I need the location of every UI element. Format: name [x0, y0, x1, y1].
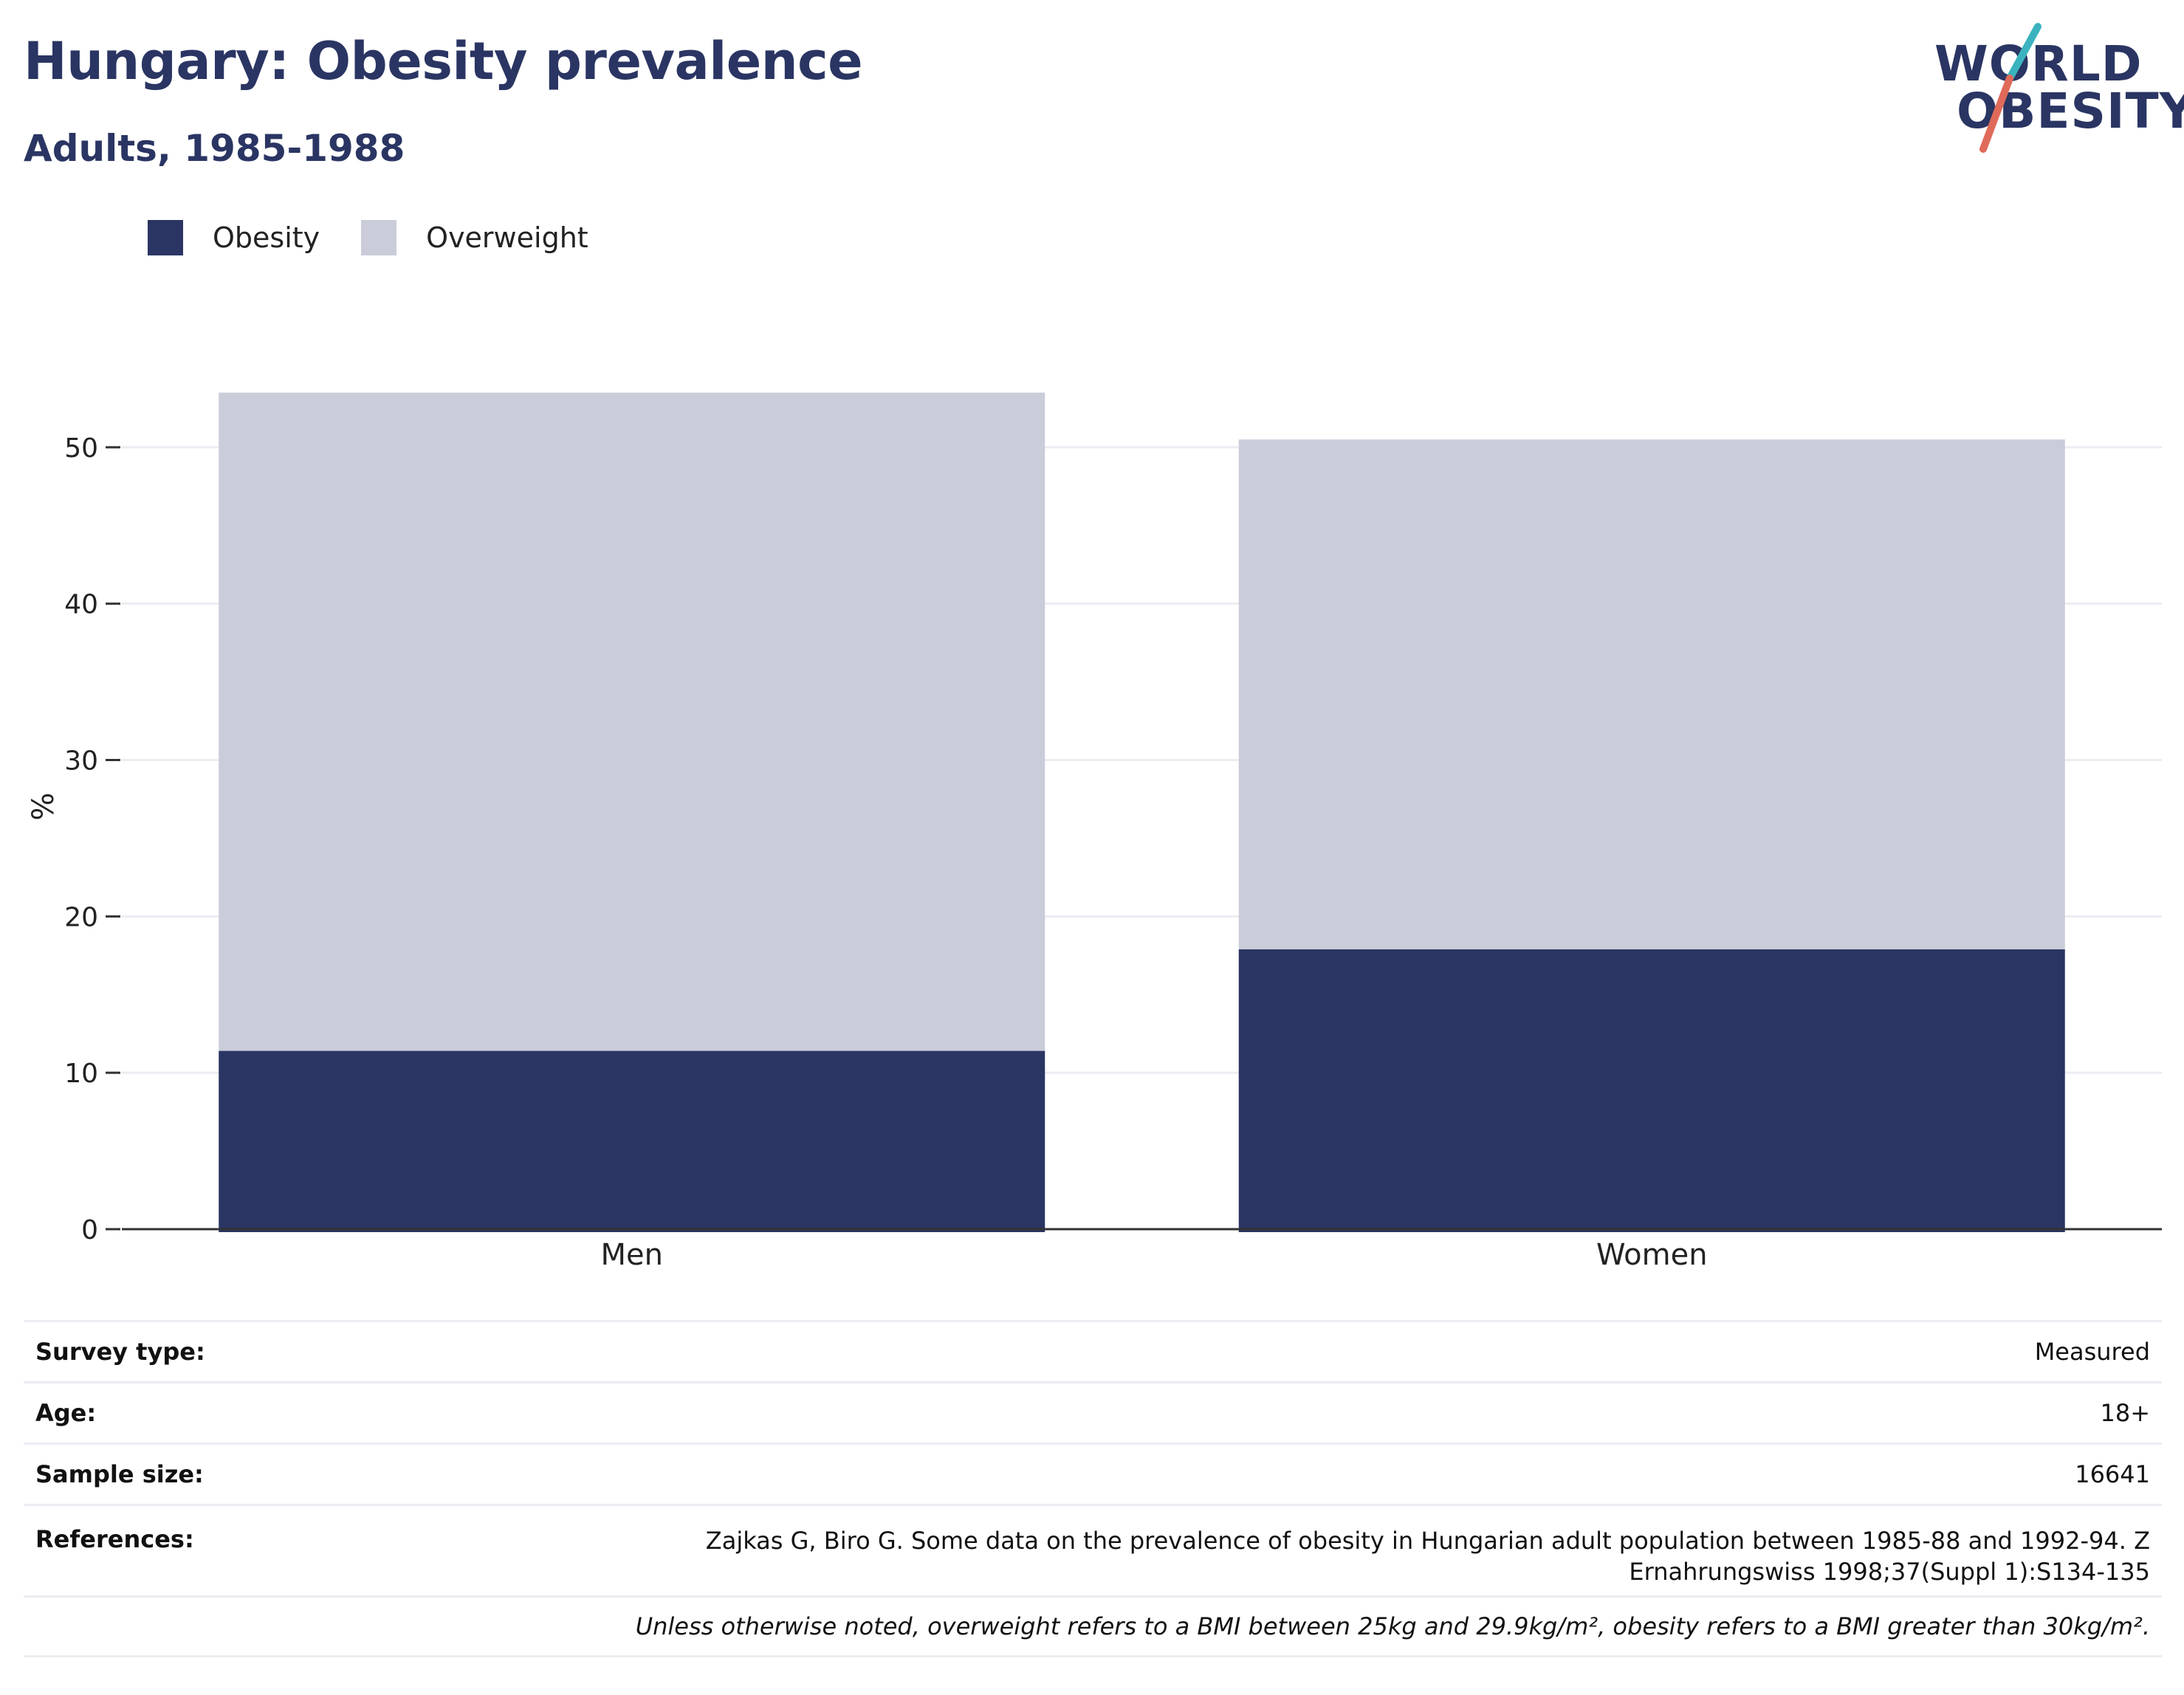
- bar-overweight-men: [219, 392, 1045, 1051]
- bar-overweight-women: [1238, 439, 2065, 949]
- info-row-survey-type: Survey type: Measured: [24, 1320, 2162, 1381]
- legend-label-overweight: Overweight: [426, 221, 588, 254]
- x-category-label: Women: [1596, 1238, 1708, 1272]
- legend-swatch-overweight: [361, 220, 397, 255]
- y-tick-label: 10: [64, 1059, 98, 1089]
- chart-title: Hungary: Obesity prevalence: [24, 31, 863, 92]
- y-tick-label: 0: [81, 1215, 98, 1245]
- legend-item-obesity[interactable]: Obesity: [148, 220, 320, 255]
- references-label: References:: [35, 1525, 194, 1553]
- info-row-age: Age: 18+: [24, 1381, 2162, 1443]
- bar-obesity-men: [219, 1051, 1045, 1232]
- info-row-note: Unless otherwise noted, overweight refer…: [24, 1595, 2162, 1657]
- legend-swatch-obesity: [148, 220, 183, 255]
- references-line-1: Zajkas G, Biro G. Some data on the preva…: [705, 1527, 2150, 1555]
- sample-size-value: 16641: [2075, 1460, 2150, 1488]
- legend-item-overweight[interactable]: Overweight: [361, 220, 588, 255]
- logo-slash-icon: [1979, 23, 2042, 153]
- age-value: 18+: [2100, 1399, 2150, 1427]
- legend-label-obesity: Obesity: [213, 221, 320, 254]
- chart-subtitle: Adults, 1985-1988: [24, 127, 405, 170]
- age-label: Age:: [35, 1399, 97, 1427]
- y-axis-title: %: [27, 792, 61, 820]
- references-value: Zajkas G, Biro G. Some data on the preva…: [706, 1525, 2150, 1587]
- x-category-label: Men: [601, 1238, 663, 1272]
- y-tick-label: 20: [64, 902, 98, 932]
- references-line-2: Ernahrungswiss 1998;37(Suppl 1):S134-135: [1629, 1558, 2150, 1586]
- chart-legend: Obesity Overweight: [148, 220, 630, 255]
- survey-type-value: Measured: [2034, 1338, 2150, 1366]
- y-tick-label: 40: [64, 590, 98, 620]
- info-row-sample-size: Sample size: 16641: [24, 1443, 2162, 1504]
- bar-obesity-women: [1238, 949, 2065, 1232]
- survey-info-table: Survey type: Measured Age: 18+ Sample si…: [24, 1320, 2162, 1657]
- bmi-definition-note: Unless otherwise noted, overweight refer…: [635, 1612, 2150, 1640]
- y-tick-label: 50: [64, 433, 98, 464]
- info-row-references: References: Zajkas G, Biro G. Some data …: [24, 1504, 2162, 1595]
- world-obesity-logo: WORLD OBESITY: [1927, 21, 2184, 154]
- sample-size-label: Sample size:: [35, 1460, 204, 1488]
- stacked-bar-chart: 0 10 20 30 40 50% Men Women: [27, 392, 2162, 1272]
- survey-type-label: Survey type:: [35, 1338, 205, 1366]
- y-tick-label: 30: [64, 746, 98, 777]
- logo-line-1: WORLD: [1934, 35, 2143, 92]
